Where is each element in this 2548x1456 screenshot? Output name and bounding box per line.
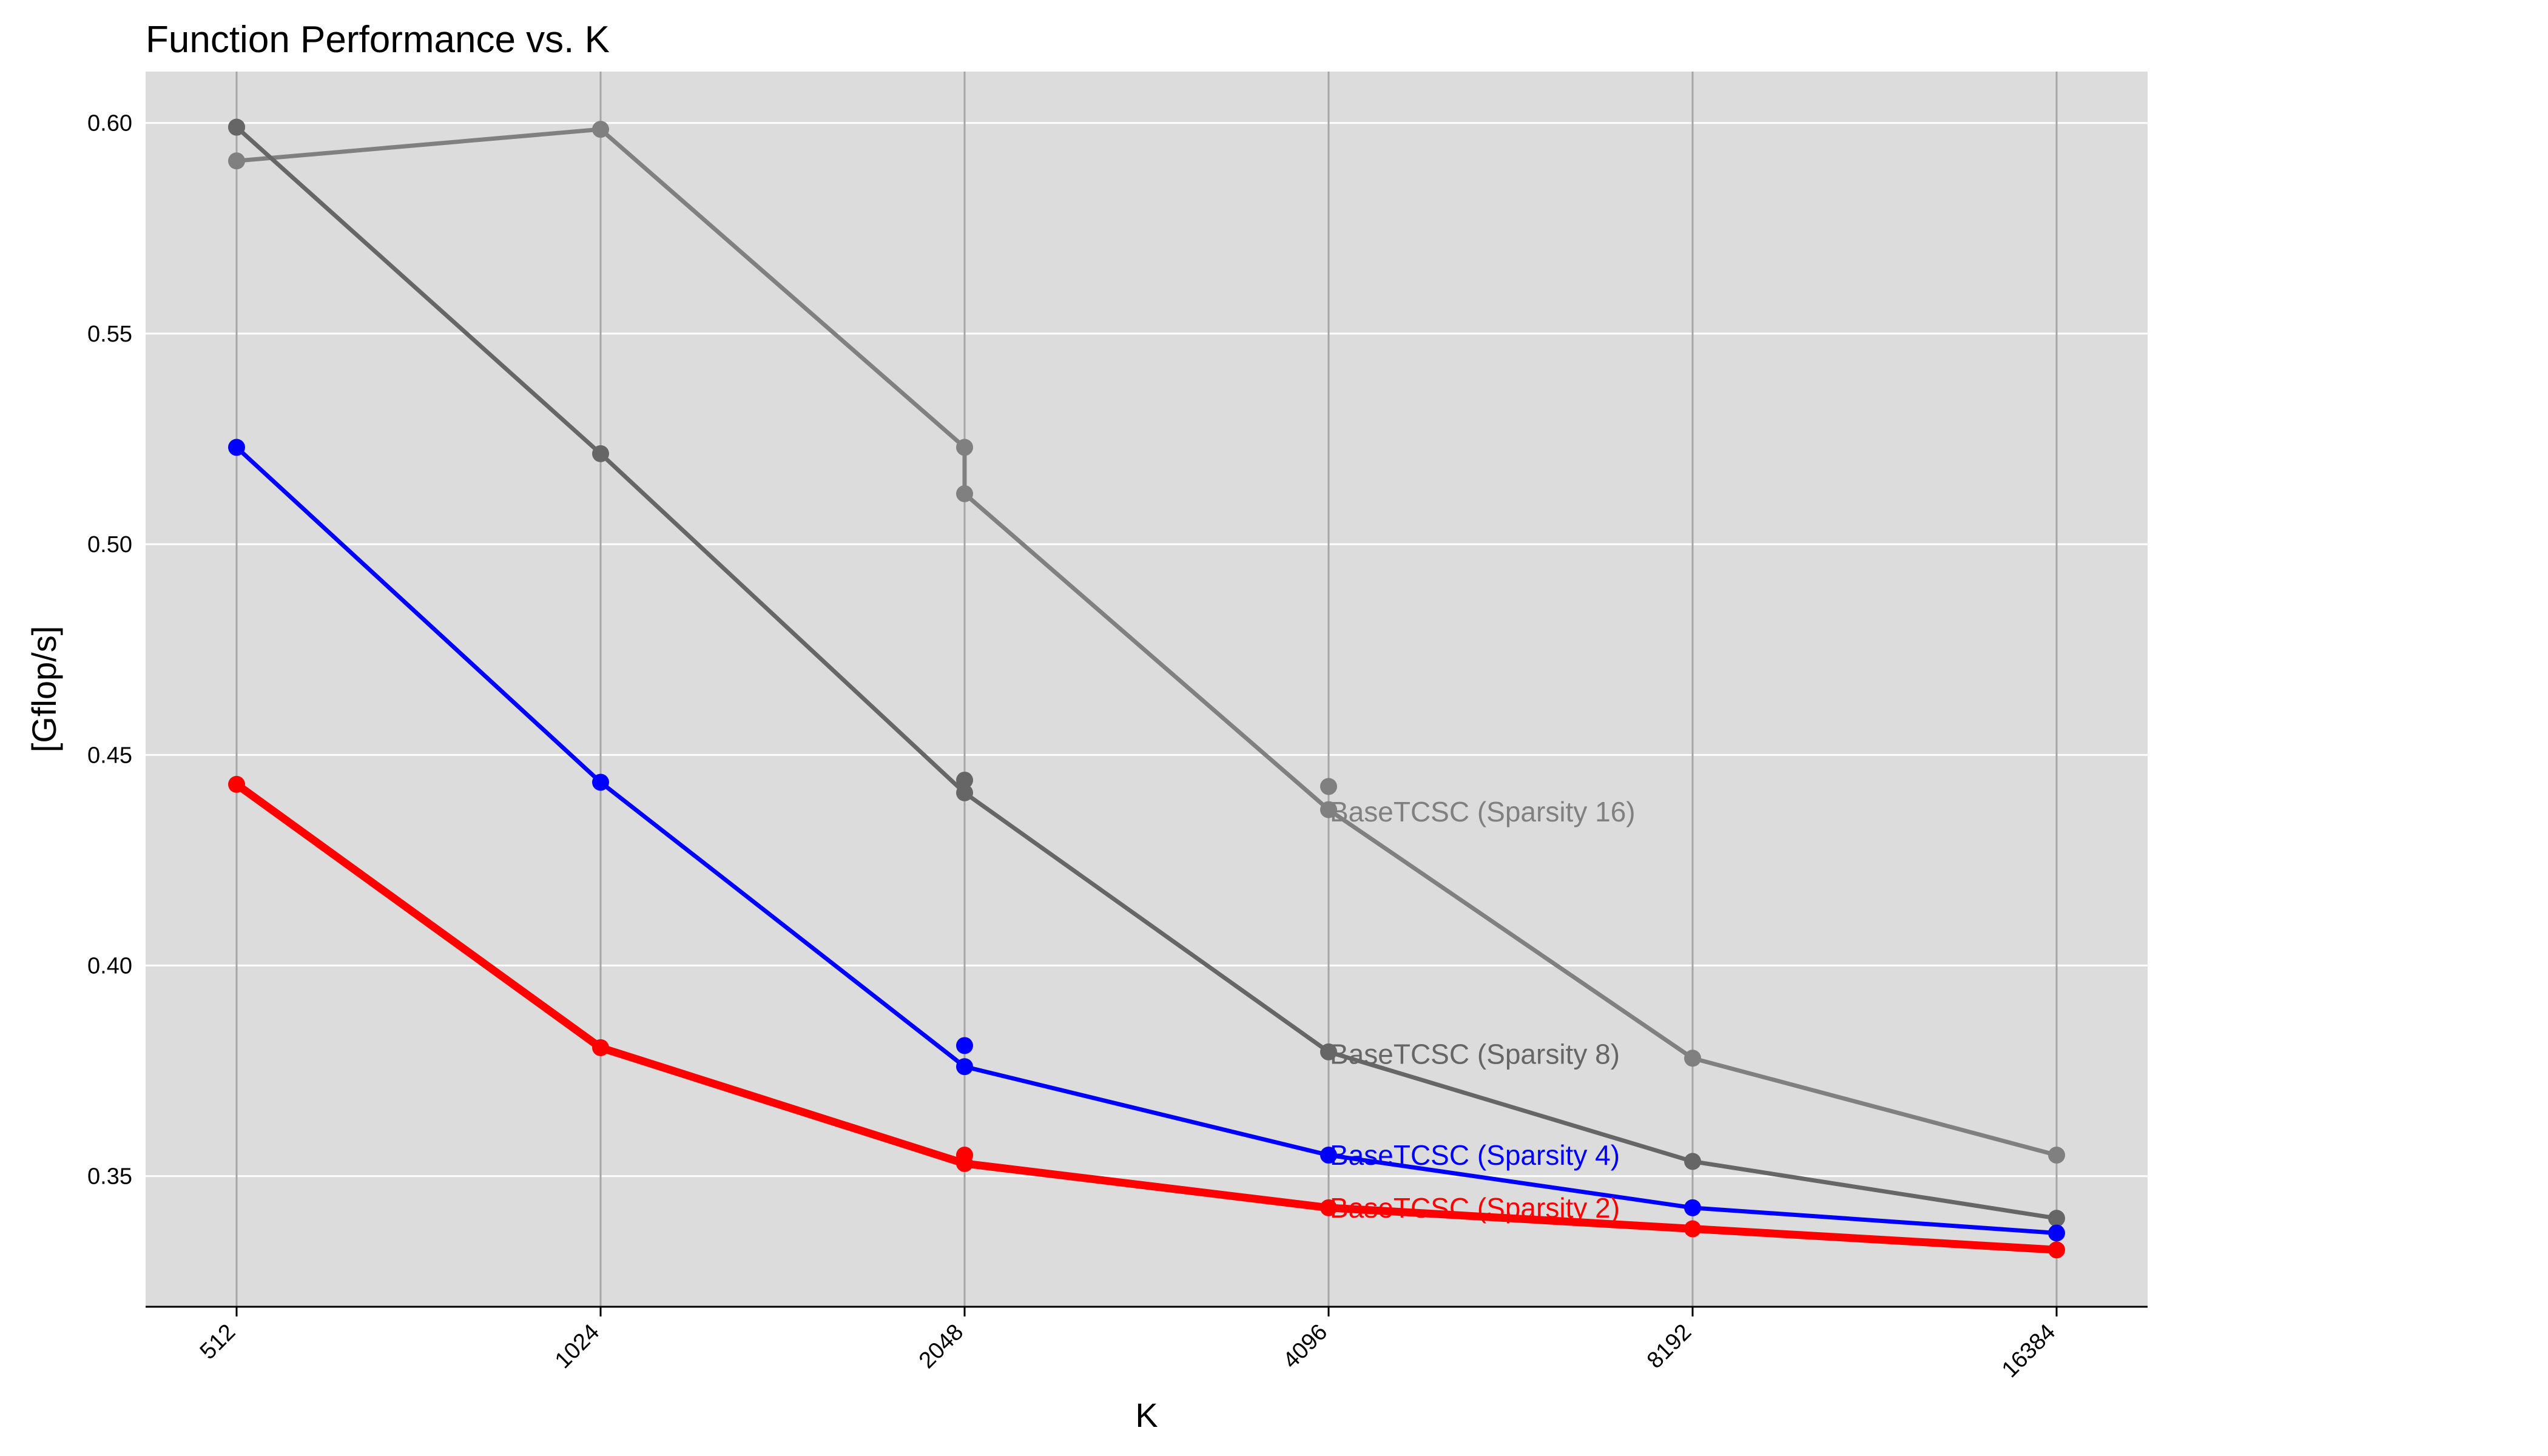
y-tick-label: 0.60 [87,111,132,136]
data-point-basetcsc-sparsity-8 [1684,1153,1701,1170]
data-point-basetcsc-sparsity-16 [2048,1147,2065,1164]
series-line-basetcsc-sparsity-8 [234,125,2059,1221]
y-tick-label: 0.55 [87,322,132,347]
data-point-basetcsc-sparsity-2 [592,1039,609,1056]
data-point-basetcsc-sparsity-16 [956,439,973,456]
data-point-basetcsc-sparsity-8 [956,784,973,801]
series-labels: BaseTCSC (Sparsity 16) BaseTCSC (Sparsity… [1330,796,1636,1224]
chart-title: Function Performance vs. K [146,19,610,61]
data-point-basetcsc-sparsity-16 [1684,1050,1701,1067]
data-point-basetcsc-sparsity-4 [1320,1147,1337,1164]
y-tick-label: 0.35 [87,1164,132,1190]
data-point-basetcsc-sparsity-8 [956,771,973,789]
series-line-basetcsc-sparsity-2 [232,780,2061,1254]
y-axis-title: [Gflop/s] [25,626,63,753]
data-point-basetcsc-sparsity-2 [228,775,245,793]
data-point-basetcsc-sparsity-16 [1320,778,1337,795]
data-point-basetcsc-sparsity-4 [956,1058,973,1076]
data-point-basetcsc-sparsity-4 [1684,1199,1701,1216]
x-tick-label: 1024 [550,1320,604,1373]
series-label-basetcsc-sparsity-4: BaseTCSC (Sparsity 4) [1330,1139,1620,1171]
data-point-basetcsc-sparsity-16 [1320,801,1337,818]
x-tick-label: 2048 [914,1320,968,1373]
data-point-basetcsc-sparsity-8 [228,118,245,136]
data-point-basetcsc-sparsity-2 [1320,1199,1337,1216]
x-tick-label: 4096 [1278,1320,1332,1373]
data-point-basetcsc-sparsity-16 [228,152,245,170]
data-point-basetcsc-sparsity-2 [2048,1241,2065,1259]
data-point-basetcsc-sparsity-16 [956,485,973,502]
data-point-basetcsc-sparsity-4 [592,774,609,791]
data-point-basetcsc-sparsity-4 [228,439,245,456]
data-point-basetcsc-sparsity-8 [592,445,609,462]
plot-background [146,72,2148,1307]
data-point-basetcsc-sparsity-4 [2048,1224,2065,1242]
series-line-basetcsc-sparsity-4 [234,445,2059,1235]
data-point-basetcsc-sparsity-8 [1320,1043,1337,1060]
x-tick-label: 512 [195,1320,241,1365]
data-point-basetcsc-sparsity-2 [1684,1220,1701,1238]
axes [146,1306,2148,1316]
series-label-basetcsc-sparsity-16: BaseTCSC (Sparsity 16) [1330,796,1636,827]
y-tick-label: 0.45 [87,743,132,768]
data-point-basetcsc-sparsity-4 [956,1037,973,1054]
grid-lines [146,72,2148,1307]
series [228,118,2065,1259]
series-label-basetcsc-sparsity-2: BaseTCSC (Sparsity 2) [1330,1192,1620,1224]
y-tick-label: 0.40 [87,954,132,979]
x-tick-labels: 512 1024 2048 4096 8192 16384 [195,1320,2061,1383]
data-point-basetcsc-sparsity-2 [956,1154,973,1172]
x-axis-title: K [1135,1396,1158,1434]
x-tick-label: 8192 [1642,1320,1696,1373]
data-point-basetcsc-sparsity-8 [2048,1210,2065,1227]
y-tick-label: 0.50 [87,532,132,558]
data-point-basetcsc-sparsity-16 [592,121,609,138]
x-tick-label: 16384 [1997,1320,2060,1383]
series-label-basetcsc-sparsity-8: BaseTCSC (Sparsity 8) [1330,1038,1620,1070]
y-tick-labels: 0.35 0.40 0.45 0.50 0.55 0.60 [87,111,132,1190]
